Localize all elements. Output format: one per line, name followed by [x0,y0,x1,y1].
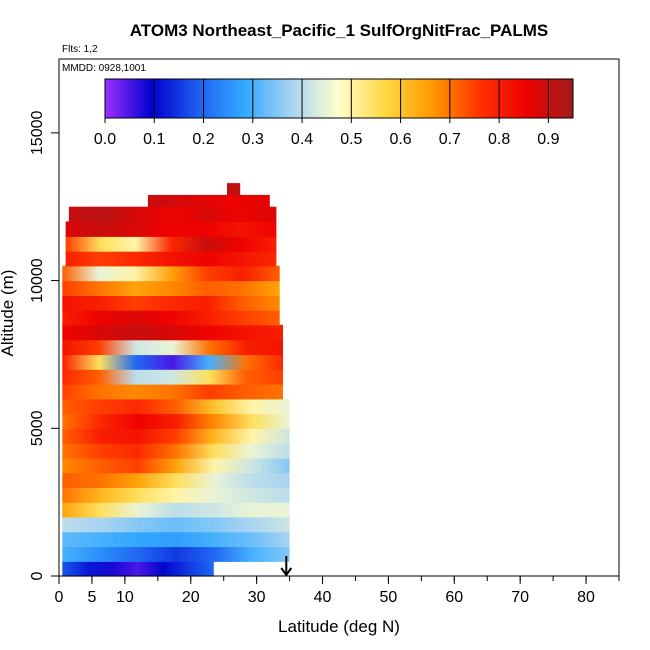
colorbar-tick-label: 0.5 [340,131,362,148]
heatmap-cell [62,354,283,370]
arrow-head [280,567,293,577]
heatmap-cell [62,428,290,444]
heatmap-cell [62,443,290,459]
heatmap-cell [227,183,241,196]
colorbar-tick-label: 0.7 [439,131,461,148]
flights-label: Flts: 1,2 [62,44,98,55]
y-axis-label: Altitude (m) [0,270,17,357]
x-tick-label: 70 [511,589,529,606]
heatmap-cell [62,531,290,548]
heatmap-cell [62,561,214,577]
x-tick-label: 20 [182,589,200,606]
colorbar-tick-label: 0.1 [143,131,165,148]
x-tick-label: 50 [380,589,398,606]
axes: 0 5 10 20 30 40 50 60 70 80 0 5000 10000 15000 [29,58,620,606]
heatmap-cell [62,295,280,311]
colorbar-tick-label: 0.8 [488,131,510,148]
heatmap-cell [62,472,290,488]
heatmap-cell [62,310,280,326]
colorbar-tick-label: 0.0 [94,131,116,148]
x-tick-label: 80 [577,589,595,606]
heatmap-cell [62,265,280,282]
colorbar-gradient [104,78,574,119]
x-tick-label: 60 [445,589,463,606]
heatmap-cell [68,206,277,223]
heatmap-cell [62,457,290,474]
colorbar-tick-label: 0.2 [192,131,214,148]
y-tick-label: 0 [29,571,46,580]
heatmap-cell [147,194,270,208]
heatmap-cell [65,221,277,237]
heatmap-cell [62,384,283,400]
date-label: MMDD: 0928,1001 [62,63,146,74]
heatmap-cell [62,516,290,533]
chart-title: ATOM3 Northeast_Pacific_1 SulfOrgNitFrac… [130,21,549,40]
colorbar-tick-label: 0.3 [242,131,264,148]
y-tick-label: 15000 [29,111,46,156]
heatmap-cell [62,324,283,341]
plot-frame [58,58,620,577]
x-tick-label: 5 [87,589,96,606]
y-tick-label: 5000 [29,410,46,446]
x-tick-label: 30 [248,589,266,606]
heatmap-cell [62,546,290,562]
heatmap-cell [62,280,280,296]
heatmap-cell [62,487,290,503]
heatmap-cell [62,413,290,429]
plot-area [62,183,290,577]
colorbar-tick-label: 0.4 [291,131,313,148]
heatmap-cell [62,339,283,356]
heatmap-cell [62,502,290,518]
x-tick-label: 10 [116,589,134,606]
heatmap-cell [65,236,277,252]
y-tick-label: 10000 [29,258,46,303]
colorbar-tick-label: 0.9 [537,131,559,148]
heatmap-cell [62,369,283,385]
x-tick-label: 40 [314,589,332,606]
heatmap-cell [62,398,290,415]
colorbar-tick-label: 0.6 [389,131,411,148]
heatmap-cell [65,251,277,267]
x-axis-label: Latitude (deg N) [278,617,400,636]
x-tick-label: 0 [55,589,64,606]
colorbar: 0.0 0.1 0.2 0.3 0.4 0.5 0.6 0.7 0.8 0.9 [94,78,574,148]
